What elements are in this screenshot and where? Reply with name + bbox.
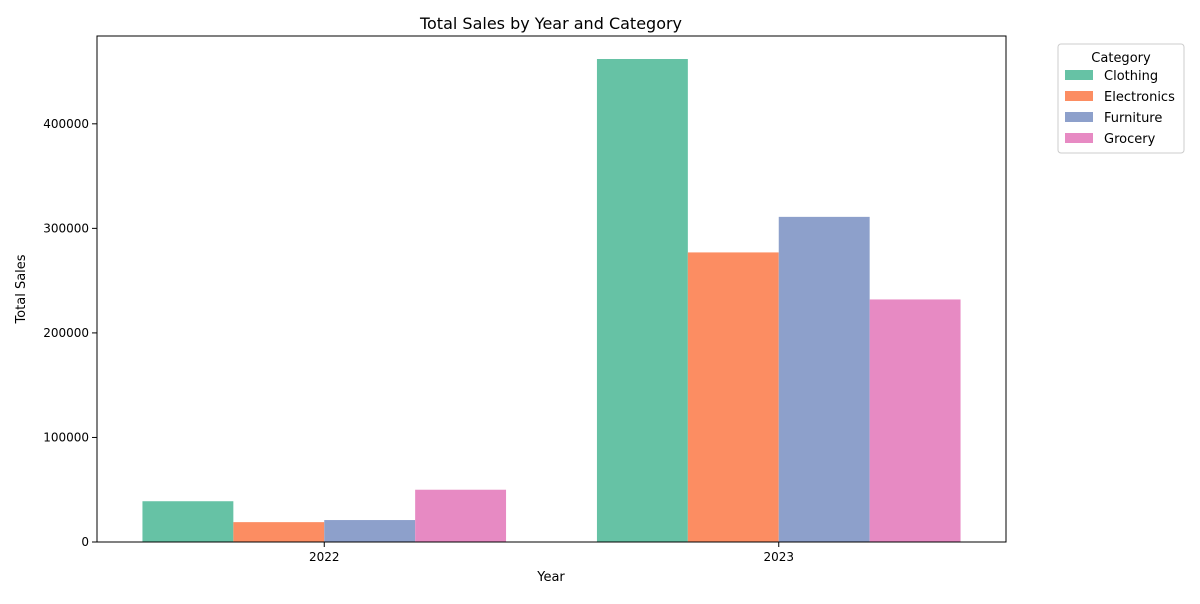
x-tick-label: 2022 (309, 550, 340, 564)
bar-electronics-2022 (233, 522, 325, 542)
y-tick-label: 100000 (43, 430, 89, 444)
plot-area (142, 59, 961, 543)
y-tick-label: 400000 (43, 117, 89, 131)
legend-swatch-furniture (1065, 112, 1093, 122)
bar-clothing-2023 (596, 59, 688, 542)
bar-furniture-2023 (778, 216, 870, 543)
y-tick-label: 300000 (43, 221, 89, 235)
legend-label-electronics: Electronics (1104, 90, 1175, 105)
legend: Category Clothing Electronics Furniture Gro… (1057, 43, 1185, 154)
bar-clothing-2022 (142, 501, 234, 542)
legend-label-furniture: Furniture (1104, 111, 1162, 126)
chart-title: Total Sales by Year and Category (419, 14, 682, 33)
y-tick-label: 200000 (43, 326, 89, 340)
x-axis-label: Year (536, 570, 565, 585)
x-tick-label: 2023 (763, 550, 794, 564)
legend-swatch-electronics (1065, 91, 1093, 101)
bar-electronics-2023 (687, 252, 779, 542)
legend-label-clothing: Clothing (1104, 69, 1158, 84)
bar-furniture-2022 (324, 520, 416, 542)
plot-frame (96, 35, 1007, 543)
y-tick-label: 0 (81, 535, 89, 549)
y-axis-label: Total Sales (14, 254, 29, 324)
legend-swatch-clothing (1065, 70, 1093, 80)
bar-grocery-2022 (415, 489, 507, 542)
legend-label-grocery: Grocery (1104, 132, 1156, 147)
legend-swatch-grocery (1065, 133, 1093, 143)
legend-title: Category (1091, 51, 1151, 66)
bar-grocery-2023 (869, 299, 961, 542)
